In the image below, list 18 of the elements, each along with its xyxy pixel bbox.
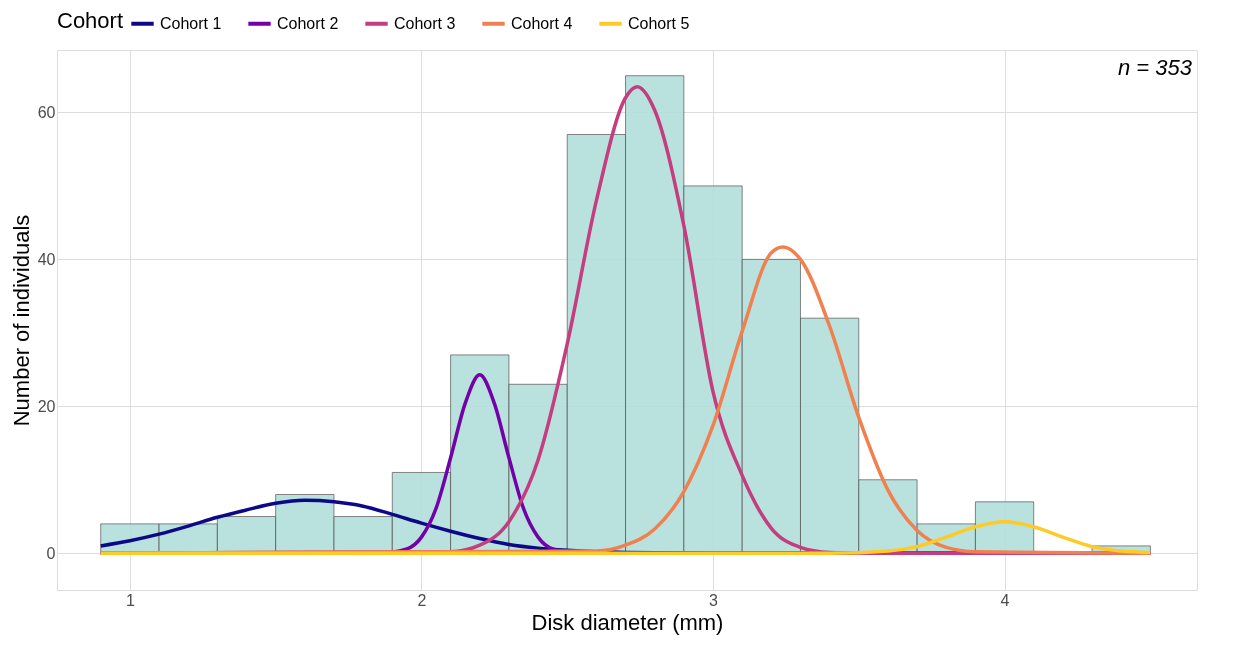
x-tick-label: 2	[417, 591, 427, 609]
legend-label: Cohort 2	[277, 14, 339, 32]
line-series	[98, 519, 1153, 556]
legend-label: Cohort 4	[511, 14, 573, 32]
x-tick-label: 1	[125, 591, 135, 609]
annotation: n = 353	[1117, 55, 1193, 80]
legend-title: Cohort	[57, 8, 124, 33]
x-tick-label: 3	[709, 591, 719, 609]
legend-label: Cohort 3	[394, 14, 456, 32]
y-axis-title: Number of individuals	[8, 214, 34, 427]
legend-label: Cohort 5	[628, 14, 690, 32]
y-tick-label: 0	[46, 544, 56, 562]
y-tick-label: 40	[37, 250, 56, 268]
x-axis-title: Disk diameter (mm)	[531, 609, 724, 635]
x-tick-label: 4	[1000, 591, 1010, 609]
legend-label: Cohort 1	[160, 14, 222, 32]
y-tick-label: 60	[37, 103, 56, 121]
y-tick-label: 20	[37, 397, 56, 415]
